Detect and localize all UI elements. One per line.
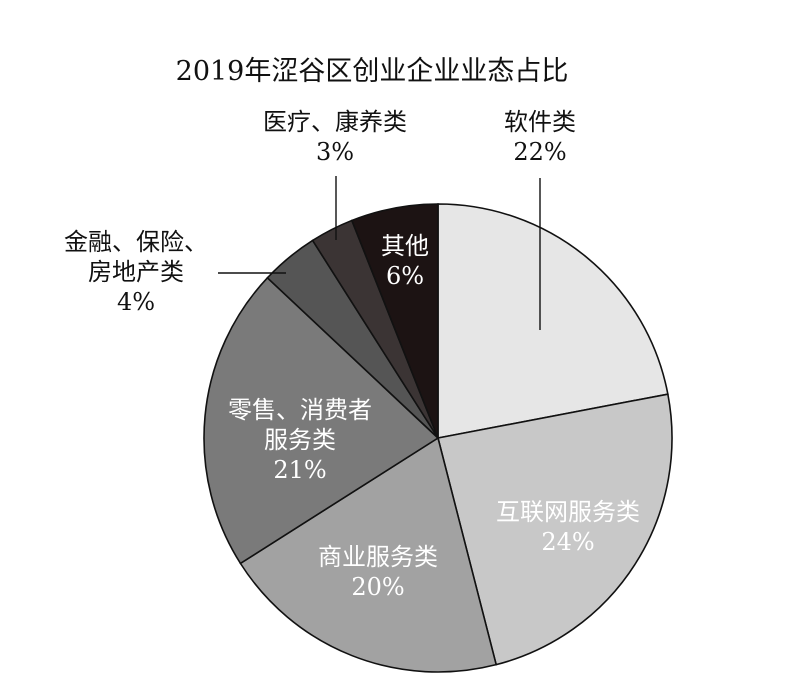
slice-5-value-label: 4% <box>117 288 155 316</box>
slice-4-wedge <box>203 276 440 565</box>
slice-5-name-label-line-2: 房地产类 <box>88 258 184 286</box>
slice-5-name-label-line-1: 金融、保险、 <box>64 228 208 256</box>
slice-6-name-label: 医疗、康养类 <box>263 108 407 136</box>
chart-title: 2019年涩谷区创业企业业态占比 <box>176 56 569 87</box>
slice-4-value-label: 21% <box>273 456 326 484</box>
slice-1-value-label: 22% <box>513 138 566 166</box>
slice-2-wedge <box>437 393 673 666</box>
slice-7-name-label: 其他 <box>381 232 429 260</box>
slice-7-value-label: 6% <box>386 262 424 290</box>
slice-3-name-label: 商业服务类 <box>318 543 438 571</box>
slice-1-name-label: 软件类 <box>504 108 576 136</box>
slice-3-wedge <box>239 436 498 673</box>
slice-1-wedge <box>437 203 669 439</box>
slice-3-value-label: 20% <box>351 573 404 601</box>
pie-slices <box>203 203 673 673</box>
slice-7-wedge <box>350 203 439 439</box>
slice-2-value-label: 24% <box>541 528 594 556</box>
slice-4-name-label-line-1: 零售、消费者 <box>228 396 372 424</box>
slice-2-name-label: 互联网服务类 <box>496 498 640 526</box>
slice-6-value-label: 3% <box>316 138 354 166</box>
slice-4-name-label-line-2: 服务类 <box>264 426 336 454</box>
